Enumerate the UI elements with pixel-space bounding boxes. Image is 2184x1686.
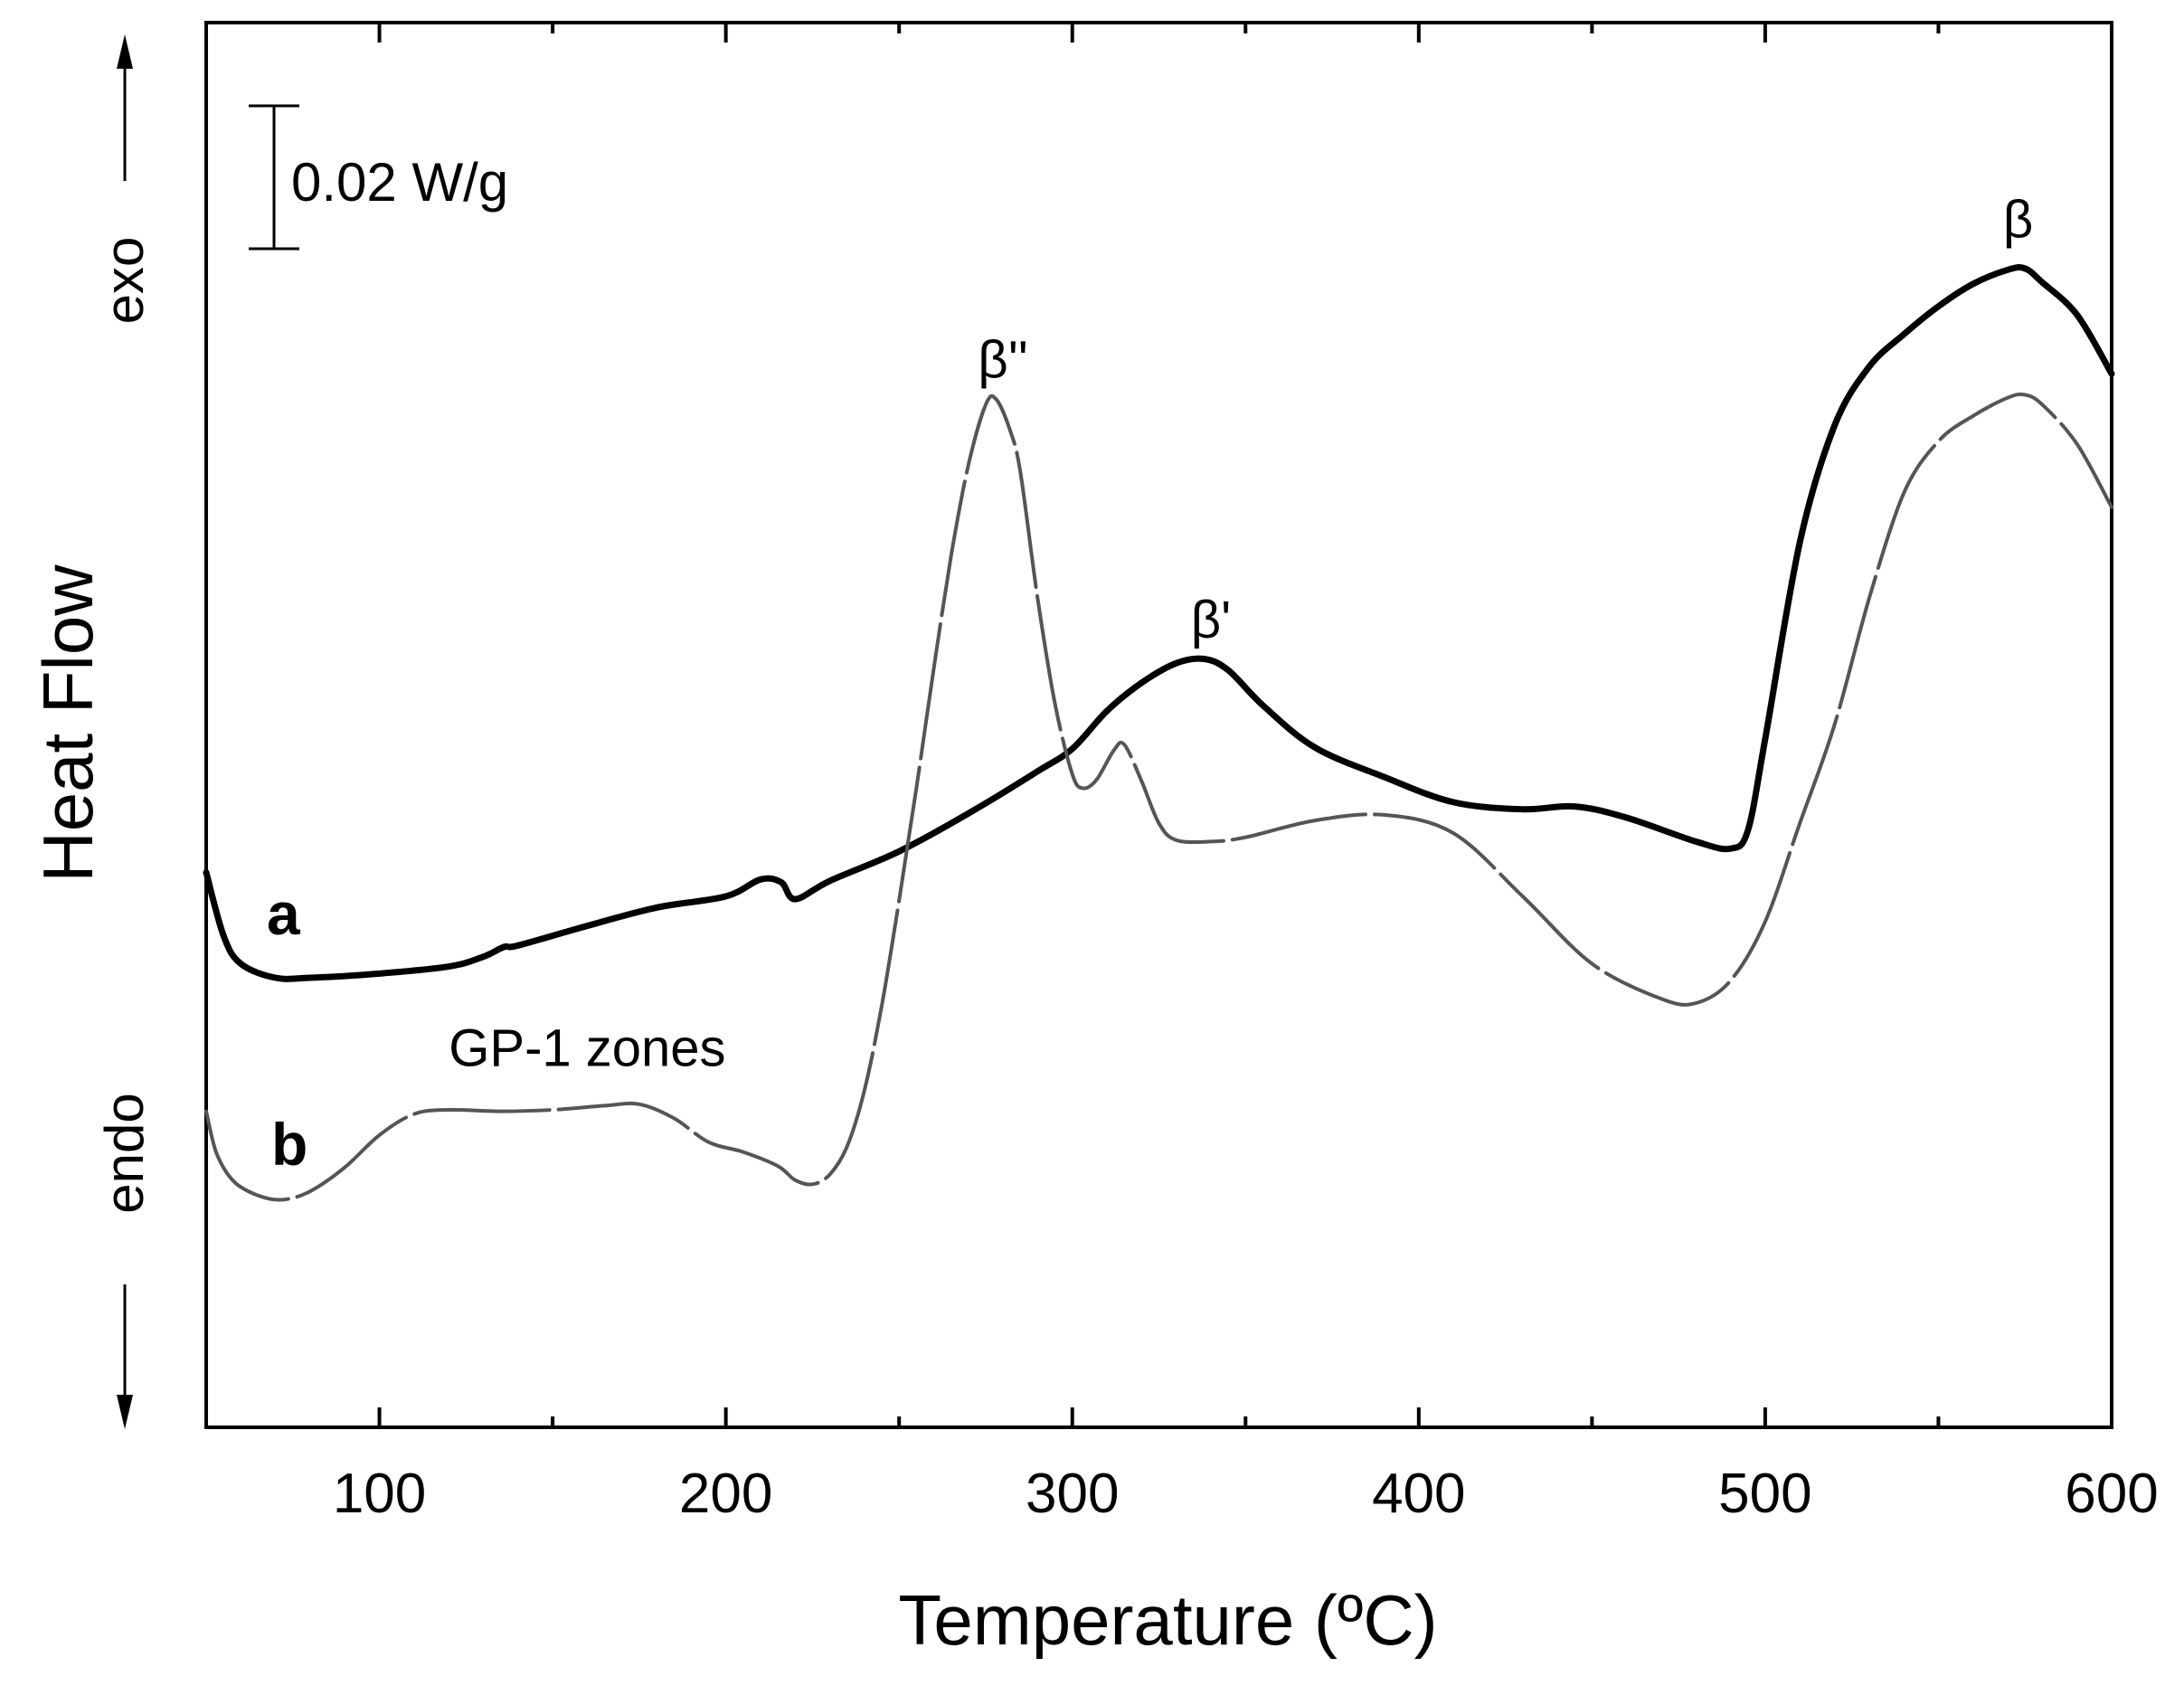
exo-arrow-icon bbox=[117, 34, 133, 69]
endo-arrow-icon bbox=[117, 1395, 133, 1429]
x-tick-label: 200 bbox=[679, 1463, 772, 1525]
y-axis-title: Heat Flow bbox=[28, 564, 108, 883]
annotation-label: β bbox=[2003, 190, 2033, 249]
x-tick-label: 100 bbox=[333, 1463, 426, 1525]
x-axis-title: Temperature (ºC) bbox=[898, 1580, 1437, 1660]
scale-bar-label: 0.02 W/g bbox=[291, 152, 508, 213]
series-a-label: a bbox=[267, 880, 301, 947]
endo-label: endo bbox=[94, 1093, 155, 1213]
x-tick-label: 400 bbox=[1372, 1463, 1465, 1525]
plot-frame bbox=[204, 21, 2113, 1429]
annotation-label: GP-1 zones bbox=[449, 1019, 725, 1078]
annotation-label: β'' bbox=[978, 331, 1028, 390]
exo-label: exo bbox=[94, 237, 155, 325]
x-tick-label: 600 bbox=[2065, 1463, 2158, 1525]
series-b-label: b bbox=[271, 1111, 307, 1178]
series-a-line bbox=[203, 263, 2115, 982]
axes: 100 200 300 400 500 600 Temperature (ºC) Heat F… bbox=[28, 21, 2159, 1660]
labels-layer: 0.02 W/g a b β'' β' β GP-1 zones bbox=[249, 104, 2033, 1178]
series-layer bbox=[203, 263, 2115, 1202]
series-b-line bbox=[204, 392, 2113, 1202]
annotation-label: β' bbox=[1191, 591, 1231, 649]
x-tick-label: 500 bbox=[1718, 1463, 1811, 1525]
x-tick-label: 300 bbox=[1026, 1463, 1119, 1525]
